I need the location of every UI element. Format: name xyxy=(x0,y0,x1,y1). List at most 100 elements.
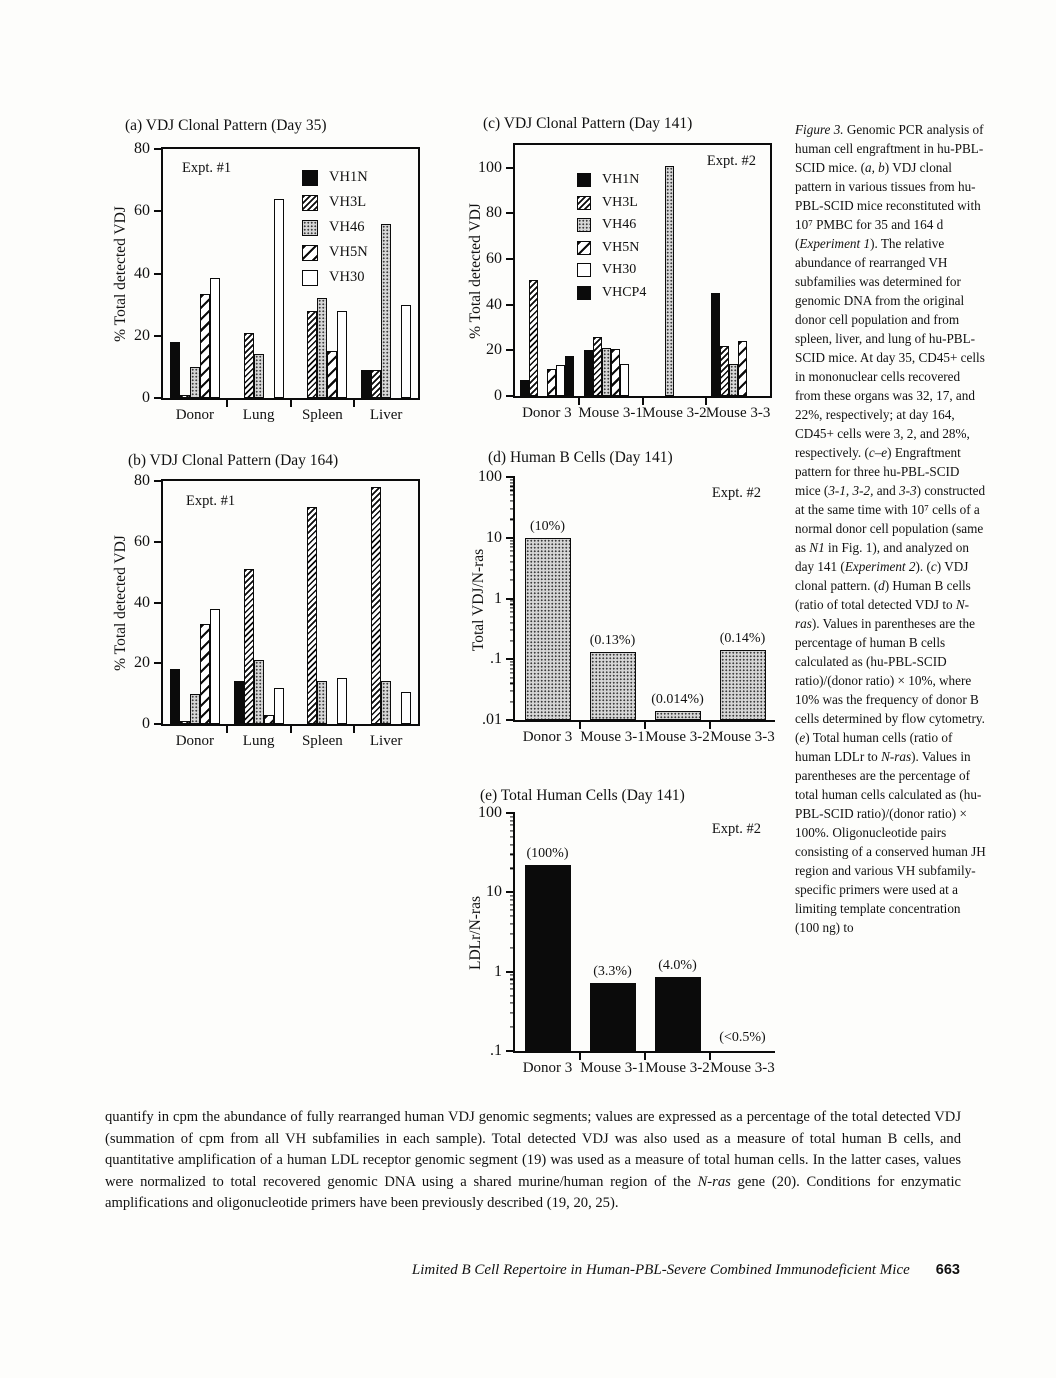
bar-value-label-mouse-3-2: (4.0%) xyxy=(658,958,697,974)
y-axis-minor-tick xyxy=(510,518,515,521)
y-axis-minor-tick xyxy=(510,550,515,552)
y-tick-label-100: 100 xyxy=(478,804,502,821)
open-swatch xyxy=(577,263,591,278)
caption-segment: ) VDJ clonal pattern. ( xyxy=(795,559,969,593)
bar-lung-vh30 xyxy=(273,198,284,398)
legend-item-vh3l: VH3L xyxy=(302,190,368,215)
x-tick-label-mouse-3-3: Mouse 3-3 xyxy=(710,1060,775,1076)
caption-segment: ). ( xyxy=(915,559,931,574)
legend-item-vh46: VH46 xyxy=(302,215,368,240)
x-axis-tick xyxy=(644,722,646,729)
caption-segment: gene (20). Conditions for enzymatic ampl… xyxy=(105,1173,961,1212)
bar-mouse-3-1 xyxy=(589,652,636,720)
y-axis-minor-tick xyxy=(510,568,515,571)
hatch-fine-swatch xyxy=(302,194,318,211)
y-axis-minor-tick xyxy=(510,629,515,631)
chart-b-title: (b) VDJ Clonal Pattern (Day 164) xyxy=(128,452,339,469)
legend-item-vh30: VH30 xyxy=(302,265,368,290)
y-axis-tick xyxy=(506,891,515,894)
bar-donor-3 xyxy=(524,537,571,720)
y-axis-minor-tick xyxy=(510,508,515,510)
legend: VH1N VH3L VH46 VH5N VH30 xyxy=(302,165,368,290)
chart-c-title: (c) VDJ Clonal Pattern (Day 141) xyxy=(483,115,693,132)
solid-swatch xyxy=(577,173,591,188)
x-tick-label-mouse-3-1: Mouse 3-1 xyxy=(580,729,645,745)
chart-d-title: (d) Human B Cells (Day 141) xyxy=(488,449,673,466)
legend-item-vh5n: VH5N xyxy=(302,240,368,265)
hatch-wide-swatch xyxy=(577,240,591,255)
bar-value-label-mouse-3-1: (0.13%) xyxy=(589,633,636,649)
bar-mouse-3-3-vh3l xyxy=(720,345,730,396)
y-axis-minor-tick xyxy=(510,561,515,563)
y-tick-label-20: 20 xyxy=(134,326,150,344)
x-tick-label-spleen: Spleen xyxy=(301,407,343,423)
caption-segment: and xyxy=(873,483,900,498)
bar-donor-3-vhcp4 xyxy=(564,356,574,396)
caption-segment: ). Values in parentheses are the percent… xyxy=(795,616,985,745)
y-axis-minor-tick xyxy=(510,820,515,822)
y-axis-minor-tick xyxy=(510,479,515,481)
y-axis-minor-tick xyxy=(510,853,515,856)
legend-label-vh46: VH46 xyxy=(329,219,365,235)
x-axis-tick xyxy=(353,400,356,407)
x-tick-label-donor: Donor xyxy=(175,407,215,423)
x-tick-label-mouse-3-2: Mouse 3-2 xyxy=(645,1060,710,1076)
y-axis-tick xyxy=(506,536,515,539)
chart-c-vdj-clonal-pattern-day-141: (c) VDJ Clonal Pattern (Day 141) % Total… xyxy=(467,115,772,421)
y-axis-minor-tick xyxy=(510,923,515,925)
y-tick-label--1: .1 xyxy=(490,1042,502,1059)
legend-label-vh3l: VH3L xyxy=(602,194,638,210)
y-axis-minor-tick xyxy=(510,661,515,663)
x-tick-label-mouse-3-3: Mouse 3-3 xyxy=(710,729,775,745)
legend-item-vh46: VH46 xyxy=(577,214,646,237)
caption-italic-segment: c xyxy=(930,559,937,574)
legend-label-vh30: VH30 xyxy=(602,262,637,278)
caption-segment: ) VDJ clonal pattern in various tissues … xyxy=(795,160,981,251)
chart-d-plot-area: (10%) Donor 3 (0.13%) Mouse 3-1 (0.014%) Mous… xyxy=(478,468,775,745)
bar-mouse-3-3 xyxy=(719,650,766,720)
y-axis-minor-tick xyxy=(510,611,515,613)
y-tick-label-40: 40 xyxy=(134,593,150,611)
bar-value-label-mouse-3-3: (<0.5%) xyxy=(719,1030,766,1045)
legend-label-vh46: VH46 xyxy=(602,217,637,233)
experiment-label: Expt. #1 xyxy=(182,160,232,176)
y-axis-minor-tick xyxy=(510,543,515,545)
y-axis-minor-tick xyxy=(510,947,515,949)
x-tick-label-lung: Lung xyxy=(242,733,275,749)
bar-value-label-donor-3: (10%) xyxy=(530,518,565,534)
bar-lung-vh5n xyxy=(263,714,274,724)
figure-caption: Figure 3. Genomic PCR analysis of human … xyxy=(795,120,987,937)
page-footer: Limited B Cell Repertoire in Human-PBL-S… xyxy=(0,1262,960,1279)
x-tick-label-spleen: Spleen xyxy=(301,733,343,749)
figure-caption-continued: quantify in cpm the abundance of fully r… xyxy=(105,1107,961,1215)
bar-value-label-mouse-3-1: (3.3%) xyxy=(593,963,632,979)
y-tick-label--1: .1 xyxy=(490,650,502,668)
y-tick-label-60: 60 xyxy=(134,202,150,220)
y-axis-tick xyxy=(506,349,515,352)
bar-mouse-3-1-vh30 xyxy=(619,364,629,396)
y-axis-tick xyxy=(506,658,515,661)
y-axis-minor-tick xyxy=(510,546,515,548)
bar-donor-3-vh3l xyxy=(528,279,538,396)
bar-donor-vh30 xyxy=(209,278,220,398)
chart-a-title: (a) VDJ Clonal Pattern (Day 35) xyxy=(125,117,327,134)
caption-italic-segment: 3-1, 3-2, xyxy=(828,483,874,498)
y-axis-minor-tick xyxy=(510,676,515,679)
y-axis-minor-tick xyxy=(510,622,515,624)
chart-a-plot-area: Donor Lung Spleen Liver 0 20 40 60 80 Expt. #1 VH1… xyxy=(134,140,420,423)
legend-label-vh30: VH30 xyxy=(329,269,365,285)
bar-donor-vh5n xyxy=(199,623,210,724)
y-axis-minor-tick xyxy=(510,672,515,674)
x-axis-tick xyxy=(289,726,292,733)
y-axis-minor-tick xyxy=(510,1002,515,1004)
y-axis-minor-tick xyxy=(510,668,515,670)
bar-donor-vh3l xyxy=(179,720,190,724)
caption-italic-segment: e xyxy=(799,730,806,745)
caption-italic-segment: Experiment 1 xyxy=(799,236,871,251)
y-tick-label-60: 60 xyxy=(486,250,502,268)
y-tick-label-80: 80 xyxy=(486,204,502,222)
y-axis-minor-tick xyxy=(510,600,515,602)
bar-donor-vh46 xyxy=(189,366,200,398)
chart-d-y-axis-label: Total VDJ/N-ras xyxy=(470,548,487,651)
bar-liver-vh46 xyxy=(381,681,392,724)
